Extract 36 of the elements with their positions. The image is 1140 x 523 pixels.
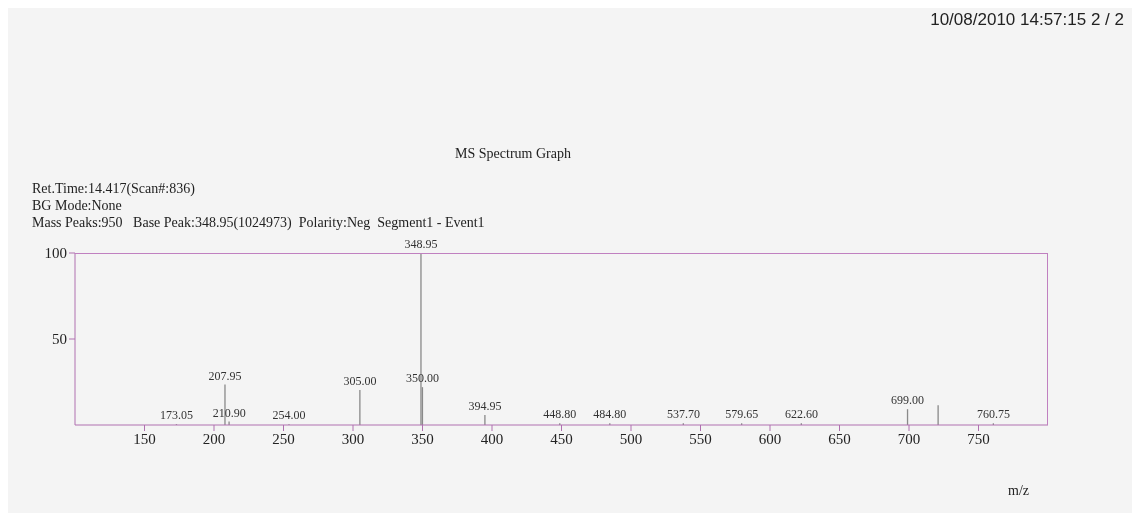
annotation: 305.00 [343, 373, 377, 388]
annotation: 760.75 [976, 407, 1010, 422]
annotation: 348.95 [404, 237, 438, 251]
x-tick-label: 250 [272, 430, 295, 447]
annotation: 207.95 [208, 368, 242, 383]
text: BG Mode:None [32, 197, 123, 214]
y-tick-label: 50 [52, 331, 67, 348]
x-tick-label: 600 [758, 430, 782, 447]
x-tick-label: 350 [411, 430, 434, 447]
annotation: 537.70 [666, 407, 700, 422]
annotation: 173.05 [160, 408, 194, 423]
annotation: 448.80 [543, 407, 577, 422]
annotation: 699.00 [891, 393, 925, 408]
annotation: 622.60 [784, 407, 818, 422]
x-tick-label: 550 [689, 430, 712, 447]
text: Ret.Time:14.417(Scan#:836) [32, 180, 196, 197]
chart-title: MS Spectrum Graph [454, 146, 572, 162]
x-tick-label: 150 [133, 430, 156, 447]
x-tick-label: 450 [550, 430, 573, 447]
y-tick-label: 100 [44, 245, 67, 262]
x-tick-label: 650 [828, 430, 851, 447]
annotation: 394.95 [468, 399, 502, 414]
annotation: 484.80 [593, 407, 627, 422]
x-tick-label: 700 [897, 430, 921, 447]
x-tick-label: 500 [619, 430, 643, 447]
x-tick-label: 750 [967, 430, 990, 447]
annotation: 254.00 [272, 408, 306, 423]
annotation: 350.00 [406, 371, 439, 386]
annotation: 210.90 [212, 405, 246, 420]
x-axis-title: m/z [1008, 483, 1029, 499]
x-tick-label: 200 [202, 430, 226, 447]
annotation: 579.65 [725, 407, 759, 422]
x-tick-label: 300 [341, 430, 365, 447]
text: Mass Peaks:950 Base Peak:348.95(1024973) Polarity:Neg Segment1 - Event1 [32, 214, 485, 231]
text: 10/08/2010 14:57:15 2 / 2 [930, 10, 1124, 30]
x-tick-label: 400 [480, 430, 504, 447]
